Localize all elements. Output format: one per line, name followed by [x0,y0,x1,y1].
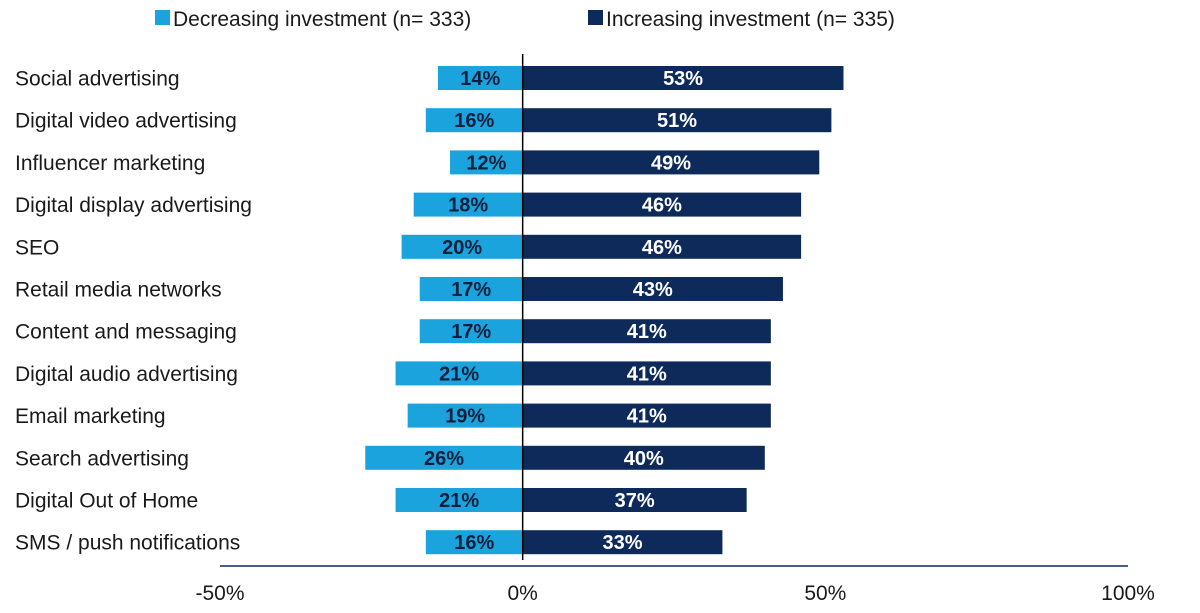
bar-negative [419,277,523,301]
category-label: Social advertising [15,68,180,91]
bar-positive [522,488,747,512]
x-tick-label: 100% [1101,582,1155,605]
category-label: Digital display advertising [15,194,252,217]
bars: 14% 53% 16% 51% 12% 49% 18% 46% 20% 46% 17% 43% 17% 4… [365,66,844,555]
bar-negative [437,66,523,90]
data-label-positive: 49% [651,152,691,174]
data-label-negative: 21% [439,363,479,385]
bar-negative [419,319,523,344]
x-tick-label: 0% [507,582,537,605]
bar-negative [365,445,523,470]
data-label-negative: 16% [454,532,494,554]
data-label-positive: 40% [624,448,664,470]
bar-positive [522,108,832,133]
x-axis: -50% 0% 50% 100% [195,54,1155,605]
category-label: Influencer marketing [15,152,205,175]
bar-negative [401,234,523,259]
category-label: Content and messaging [15,321,237,344]
bar-negative [395,361,523,386]
category-label: SMS / push notifications [15,532,240,555]
data-label-negative: 14% [460,68,500,90]
data-label-positive: 33% [603,532,643,554]
legend-label-negative: Decreasing investment (n= 333) [173,8,471,31]
category-labels: Social advertising Digital video advertis… [15,68,252,555]
legend: Decreasing investment (n= 333) Increasing… [155,8,895,31]
category-label: Digital video advertising [15,110,237,133]
data-label-negative: 19% [445,406,485,428]
legend-swatch-positive [588,10,603,25]
bar-positive [522,361,771,386]
data-label-positive: 46% [642,237,682,259]
category-label: Search advertising [15,447,189,470]
data-label-negative: 20% [442,237,482,259]
category-label: Email marketing [15,405,166,428]
bar-positive [522,192,802,217]
bar-positive [522,530,723,555]
x-tick-label: -50% [195,582,244,605]
legend-swatch-negative [155,10,170,25]
x-tick-label: 50% [804,582,846,605]
data-label-positive: 41% [627,321,667,343]
data-label-negative: 16% [454,110,494,132]
bar-positive [522,66,844,90]
data-label-negative: 17% [451,321,491,343]
bar-negative [413,192,523,217]
bar-positive [522,150,820,175]
bar-negative [425,108,523,133]
data-label-positive: 53% [663,68,703,90]
data-label-negative: 18% [448,195,488,217]
bar-positive [522,445,765,470]
legend-label-positive: Increasing investment (n= 335) [606,8,895,31]
data-label-positive: 41% [627,406,667,428]
data-label-negative: 21% [439,490,479,512]
bar-positive [522,403,771,428]
data-label-positive: 51% [657,110,697,132]
bar-negative [450,150,523,175]
category-label: Digital Out of Home [15,490,198,513]
bar-negative [407,403,523,428]
data-label-negative: 26% [424,448,464,470]
data-label-positive: 41% [627,363,667,385]
bar-negative [395,488,523,512]
data-label-positive: 46% [642,195,682,217]
data-label-positive: 43% [633,279,673,301]
data-label-positive: 37% [615,490,655,512]
data-label-negative: 17% [451,279,491,301]
bar-positive [522,319,771,344]
category-label: SEO [15,236,59,259]
bar-positive [522,234,802,259]
category-label: Digital audio advertising [15,363,238,386]
bar-positive [522,277,783,301]
category-label: Retail media networks [15,279,222,302]
bar-negative [425,530,523,555]
data-label-negative: 12% [466,152,506,174]
